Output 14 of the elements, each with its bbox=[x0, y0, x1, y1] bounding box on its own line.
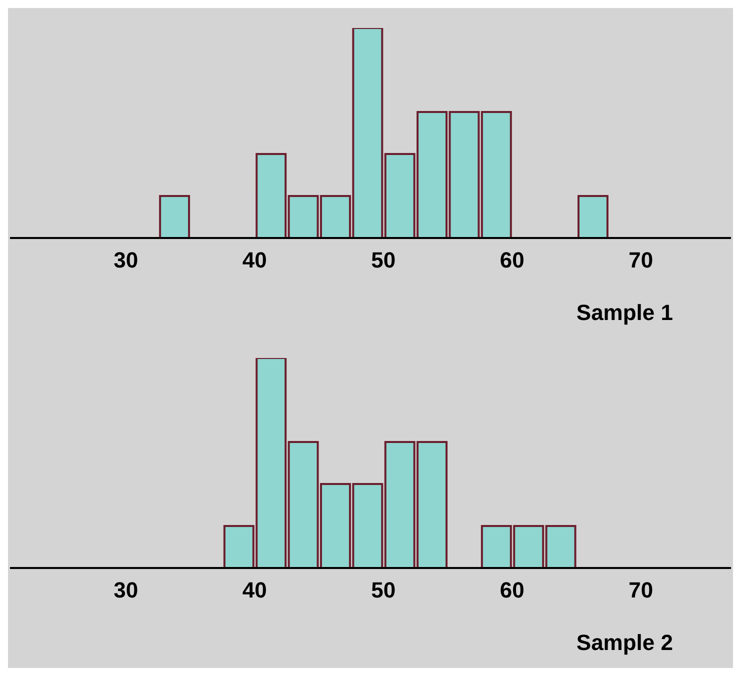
x-tick-label: 40 bbox=[242, 248, 267, 273]
x-tick-label: 30 bbox=[114, 578, 138, 603]
x-tick-label: 50 bbox=[371, 578, 396, 603]
x-tick-label: 70 bbox=[628, 578, 654, 603]
bar bbox=[578, 195, 608, 238]
x-axis-title: Sample 1 bbox=[576, 300, 673, 325]
x-axis-title: Sample 2 bbox=[576, 630, 673, 655]
x-tick-label: 40 bbox=[242, 578, 267, 603]
x-tick-label: 60 bbox=[500, 578, 524, 603]
x-tick-label: 30 bbox=[114, 248, 138, 273]
x-tick-label: 60 bbox=[500, 248, 524, 273]
bar bbox=[159, 195, 190, 238]
x-tick-label: 50 bbox=[371, 248, 396, 273]
x-tick-label: 70 bbox=[628, 248, 654, 273]
